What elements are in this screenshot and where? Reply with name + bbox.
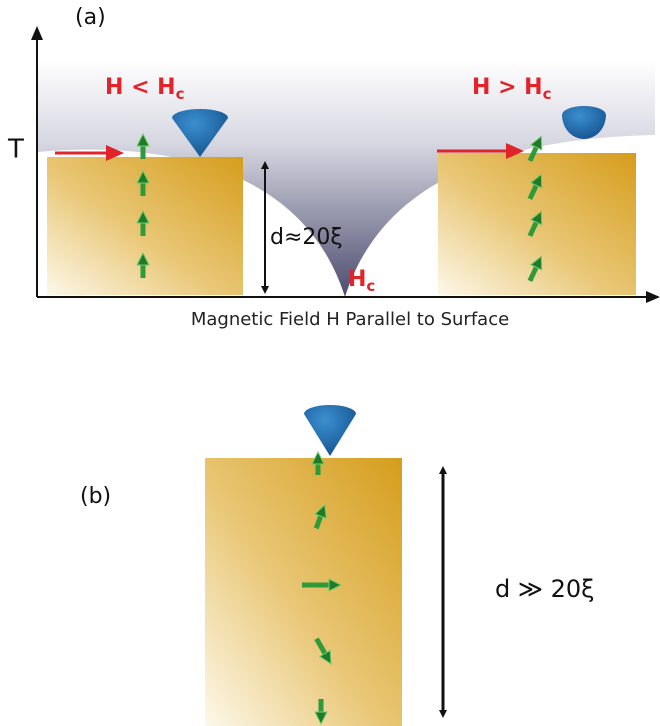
x-axis-label: Magnetic Field H Parallel to Surface [191,309,509,330]
x-axis-head [646,291,660,303]
y-axis-label: T [7,135,24,165]
panel-label: (b) [80,484,111,509]
thickness-label: d ≫ 20ξ [495,575,595,603]
tip-cone [304,405,356,456]
sample-block [205,458,402,726]
critical-field-main: H [348,267,366,292]
spin-shaft [141,264,146,278]
spin-shaft [302,583,330,588]
field-label-main: H > H [472,75,543,100]
field-label-sub: c [176,85,185,103]
spin-shaft [316,463,321,475]
panel-label: (a) [75,5,106,30]
thickness-label: d≈20ξ [270,225,343,250]
field-label: H > Hc [472,75,551,103]
spin-shaft [141,222,146,236]
critical-field-label: Hc [348,267,375,295]
field-label-sub: c [543,85,552,103]
spin-shaft [141,182,146,196]
y-axis-head [31,26,43,40]
field-label: H < Hc [105,75,184,103]
spin-shaft [141,145,146,159]
critical-field-sub: c [366,277,375,295]
field-label-main: H < H [105,75,176,100]
diagram: (a) T Magnetic Field H Parallel to Surfa… [0,0,660,726]
spin-shaft [319,699,324,713]
